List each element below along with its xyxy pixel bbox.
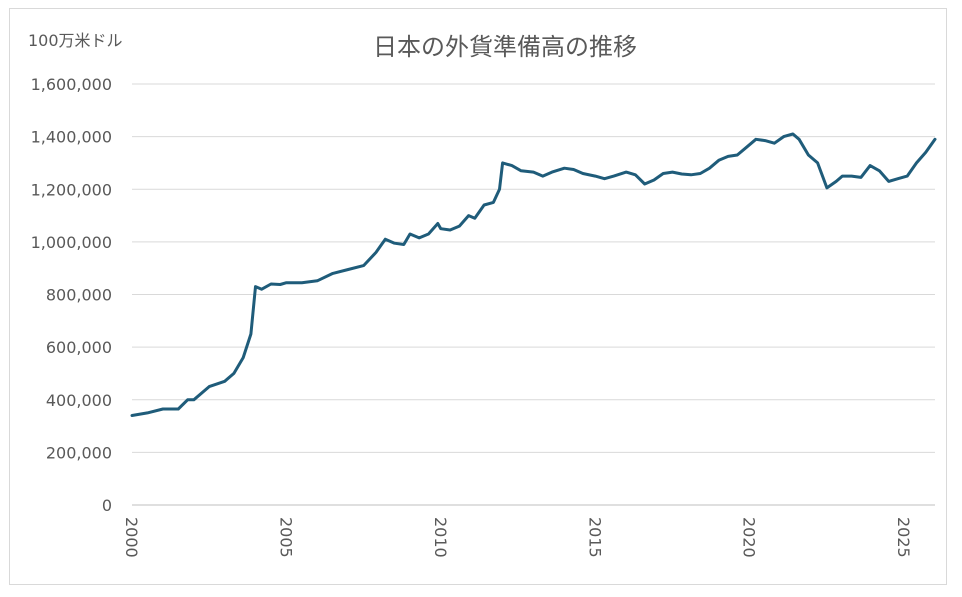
- y-tick-label: 1,200,000: [31, 180, 112, 199]
- x-tick-label: 2005: [276, 517, 295, 558]
- y-tick-label: 800,000: [46, 286, 112, 305]
- y-tick-label: 0: [102, 496, 112, 515]
- y-tick-label: 1,600,000: [31, 75, 112, 94]
- chart-title: 日本の外貨準備高の推移: [373, 33, 637, 61]
- series-layer: [130, 132, 937, 417]
- x-tick-label: 2020: [740, 517, 759, 558]
- y-axis-unit-label: 100万米ドル: [28, 31, 123, 50]
- y-tick-label: 600,000: [46, 338, 112, 357]
- gridlines: [132, 83, 935, 506]
- y-tick-label: 200,000: [46, 443, 112, 462]
- series-line: [130, 132, 937, 417]
- x-tick-label: 2025: [894, 517, 913, 558]
- x-axis-ticks: 2000 2005 2010 2015 2020 2025: [122, 517, 913, 558]
- chart-area: [9, 8, 947, 585]
- x-tick-label: 2000: [122, 517, 141, 558]
- y-tick-label: 1,000,000: [31, 233, 112, 252]
- x-tick-label: 2015: [585, 517, 604, 558]
- y-axis-ticks: 1,600,000 1,400,000 1,200,000 1,000,000 800,…: [31, 75, 112, 515]
- y-tick-label: 1,400,000: [31, 128, 112, 147]
- x-tick-label: 2010: [431, 517, 450, 558]
- y-tick-label: 400,000: [46, 391, 112, 410]
